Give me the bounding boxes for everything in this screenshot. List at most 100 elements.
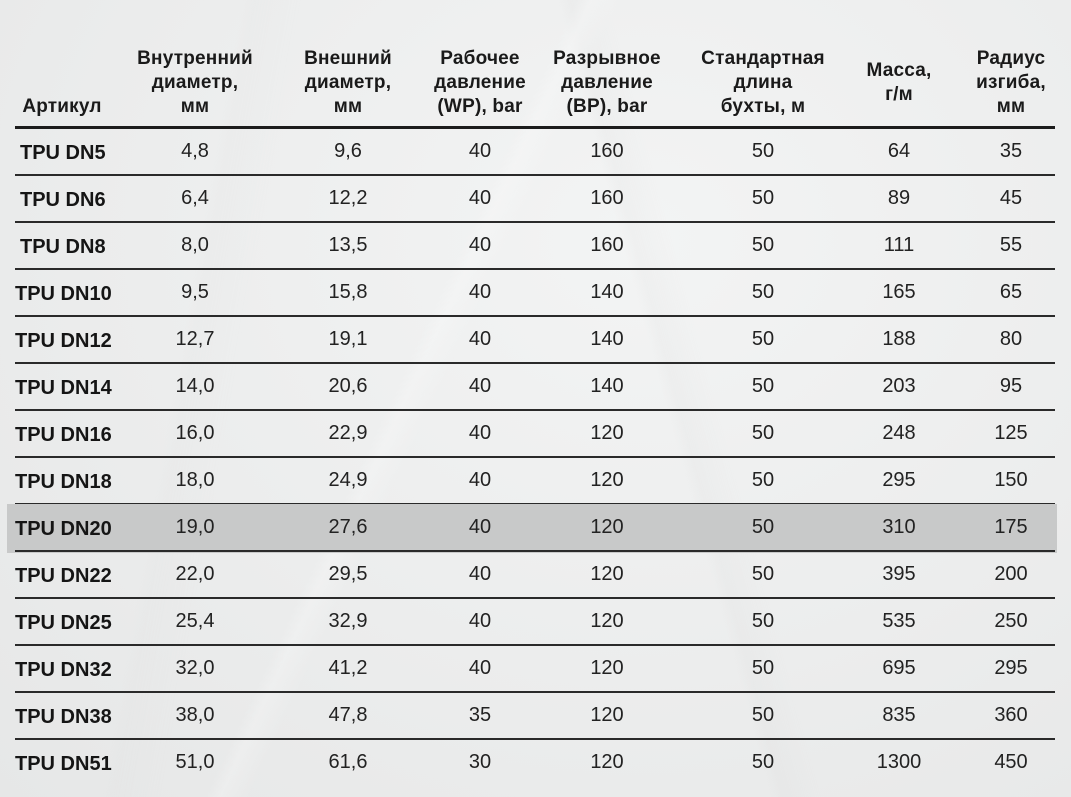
cell-radius: 95 — [999, 375, 1023, 397]
cell-outer_d: 24,9 — [328, 469, 368, 491]
cell-bp: 140 — [590, 375, 624, 397]
cell-sku: TPU DN5 — [20, 142, 106, 164]
header-line: мм — [333, 96, 363, 117]
cell-inner_d: 16,0 — [175, 422, 215, 444]
column-header-length: Стандартная длина бухты, м — [678, 47, 848, 119]
cell-radius: 65 — [999, 281, 1023, 303]
cell-radius: 45 — [999, 187, 1023, 209]
cell-sku: TPU DN20 — [15, 518, 112, 540]
cell-wp: 40 — [468, 422, 492, 444]
cell-bp: 120 — [590, 469, 624, 491]
cell-inner_d: 18,0 — [175, 469, 215, 491]
header-line: Масса, — [866, 60, 932, 81]
cell-wp: 30 — [468, 751, 492, 773]
cell-bp: 120 — [590, 516, 624, 538]
cell-inner_d: 51,0 — [175, 751, 215, 773]
cell-mass: 165 — [882, 281, 916, 303]
cell-mass: 395 — [882, 563, 916, 585]
cell-outer_d: 41,2 — [328, 657, 368, 679]
row-divider — [15, 268, 1055, 270]
column-header-wp: Рабочее давление (WP), bar — [420, 47, 540, 119]
cell-length: 50 — [751, 281, 775, 303]
cell-inner_d: 22,0 — [175, 563, 215, 585]
cell-bp: 120 — [590, 704, 624, 726]
cell-length: 50 — [751, 234, 775, 256]
header-line: Радиус — [976, 48, 1046, 69]
cell-length: 50 — [751, 469, 775, 491]
cell-sku: TPU DN16 — [15, 424, 112, 446]
cell-outer_d: 13,5 — [328, 234, 368, 256]
table-header: Артикул Внутренний диаметр, мм Внешний диамет… — [0, 40, 1071, 125]
cell-radius: 150 — [994, 469, 1028, 491]
cell-sku: TPU DN51 — [15, 753, 112, 775]
header-line: г/м — [885, 84, 913, 105]
table-row: TPU DN8 8,0 13,5 40 160 50 111 55 — [0, 222, 1071, 269]
header-line: (WP), bar — [437, 96, 523, 117]
cell-sku: TPU DN12 — [15, 330, 112, 352]
row-divider — [15, 362, 1055, 364]
header-line: давление — [434, 72, 526, 93]
table-row: TPU DN20 19,0 27,6 40 120 50 310 175 — [0, 504, 1071, 553]
cell-mass: 1300 — [876, 751, 922, 773]
cell-sku: TPU DN22 — [15, 565, 112, 587]
row-divider — [15, 221, 1055, 223]
table-row: TPU DN32 32,0 41,2 40 120 50 695 295 — [0, 645, 1071, 692]
column-header-outer_d: Внешний диаметр, мм — [278, 47, 418, 119]
cell-radius: 295 — [994, 657, 1028, 679]
header-line: бухты, м — [720, 96, 806, 117]
header-line: мм — [180, 96, 210, 117]
cell-inner_d: 19,0 — [175, 516, 215, 538]
cell-outer_d: 61,6 — [328, 751, 368, 773]
cell-bp: 120 — [590, 751, 624, 773]
cell-mass: 695 — [882, 657, 916, 679]
table-row: TPU DN18 18,0 24,9 40 120 50 295 150 — [0, 457, 1071, 504]
cell-sku: TPU DN38 — [15, 706, 112, 728]
cell-outer_d: 15,8 — [328, 281, 368, 303]
cell-radius: 55 — [999, 234, 1023, 256]
cell-wp: 40 — [468, 657, 492, 679]
cell-outer_d: 20,6 — [328, 375, 368, 397]
column-header-bp: Разрывное давление (BP), bar — [537, 47, 677, 119]
row-divider — [15, 738, 1055, 740]
cell-length: 50 — [751, 187, 775, 209]
cell-mass: 310 — [882, 516, 916, 538]
row-divider — [15, 409, 1055, 411]
cell-mass: 188 — [882, 328, 916, 350]
cell-bp: 140 — [590, 328, 624, 350]
table-row: TPU DN14 14,0 20,6 40 140 50 203 95 — [0, 363, 1071, 410]
cell-radius: 80 — [999, 328, 1023, 350]
cell-outer_d: 27,6 — [328, 516, 368, 538]
cell-length: 50 — [751, 610, 775, 632]
cell-inner_d: 12,7 — [175, 328, 215, 350]
header-line: Внутренний — [137, 48, 253, 69]
cell-bp: 120 — [590, 657, 624, 679]
header-line: Артикул — [22, 96, 102, 117]
cell-radius: 200 — [994, 563, 1028, 585]
header-line: изгиба, — [976, 72, 1046, 93]
cell-length: 50 — [751, 328, 775, 350]
header-line: диаметр, — [151, 72, 239, 93]
cell-wp: 40 — [468, 516, 492, 538]
table-row: TPU DN22 22,0 29,5 40 120 50 395 200 — [0, 551, 1071, 598]
cell-radius: 125 — [994, 422, 1028, 444]
header-line: Рабочее — [440, 48, 520, 69]
cell-outer_d: 29,5 — [328, 563, 368, 585]
cell-radius: 175 — [994, 516, 1028, 538]
cell-wp: 40 — [468, 187, 492, 209]
table-row: TPU DN6 6,4 12,2 40 160 50 89 45 — [0, 175, 1071, 222]
table-row: TPU DN16 16,0 22,9 40 120 50 248 125 — [0, 410, 1071, 457]
cell-wp: 40 — [468, 234, 492, 256]
cell-outer_d: 19,1 — [328, 328, 368, 350]
cell-bp: 160 — [590, 234, 624, 256]
cell-wp: 35 — [468, 704, 492, 726]
cell-mass: 64 — [887, 140, 911, 162]
cell-length: 50 — [751, 657, 775, 679]
header-line: длина — [733, 72, 793, 93]
header-divider — [15, 126, 1055, 129]
cell-mass: 248 — [882, 422, 916, 444]
cell-sku: TPU DN18 — [15, 471, 112, 493]
row-divider — [15, 644, 1055, 646]
row-divider — [15, 456, 1055, 458]
row-divider — [15, 174, 1055, 176]
cell-length: 50 — [751, 516, 775, 538]
